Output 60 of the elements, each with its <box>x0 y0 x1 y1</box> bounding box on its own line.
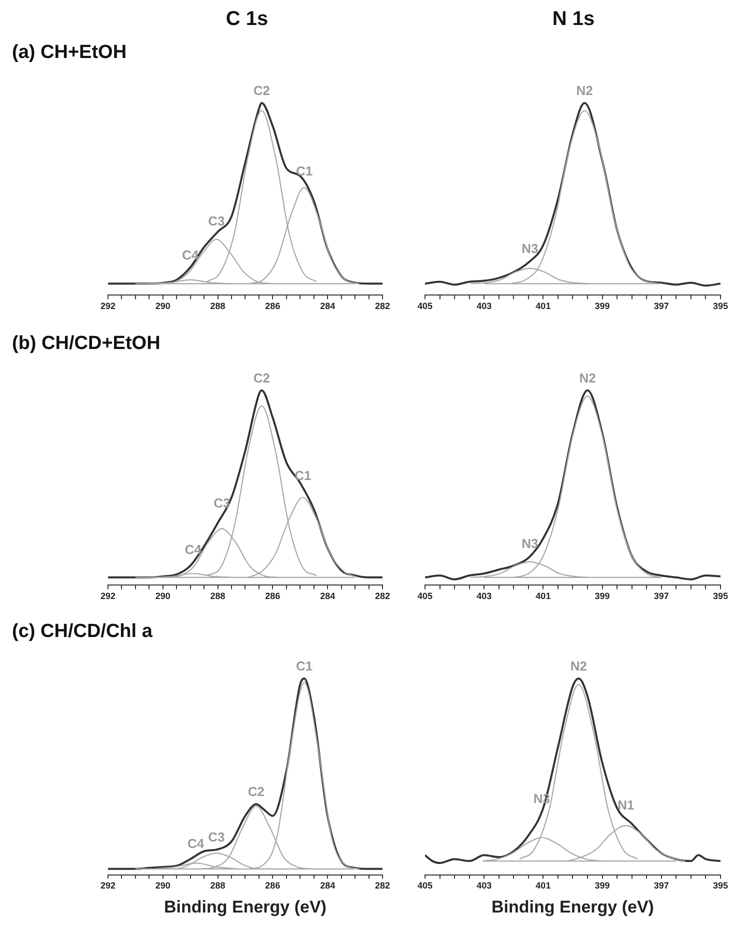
annotation: C3 <box>208 830 225 845</box>
x-tick-label: 397 <box>654 301 669 312</box>
annotation: C1 <box>296 658 313 674</box>
annotation: C4 <box>182 247 200 262</box>
x-tick-label: 290 <box>155 880 170 891</box>
annotation: N3 <box>522 240 538 256</box>
chart-subtitle: (c) CH/CD/Chl a <box>12 621 152 643</box>
x-tick-label: 282 <box>374 301 390 312</box>
annotation: N2 <box>576 83 593 98</box>
x-tick-label: 288 <box>210 591 226 602</box>
x-tick-label: 405 <box>417 591 433 602</box>
x-tick-label: 401 <box>536 301 551 312</box>
x-tick-label: 286 <box>265 301 280 312</box>
x-tick-label: 399 <box>594 301 610 312</box>
annotation: N3 <box>522 536 538 552</box>
annotation: C2 <box>253 83 270 98</box>
annotation: N2 <box>570 658 587 674</box>
x-tick-label: 405 <box>417 301 433 312</box>
annotation: C2 <box>253 370 270 386</box>
x-tick-label: 405 <box>417 880 433 891</box>
annotation: C4 <box>188 836 205 852</box>
x-tick-label: 399 <box>594 591 610 602</box>
annotation: C1 <box>294 468 312 484</box>
x-tick-label: 395 <box>712 880 728 891</box>
x-tick-label: 403 <box>476 591 492 602</box>
x-tick-label: 397 <box>654 880 669 891</box>
x-axis-title: Binding Energy (eV) <box>492 897 654 916</box>
annotation: N1 <box>618 798 634 813</box>
x-tick-label: 292 <box>100 301 116 312</box>
x-axis-title: Binding Energy (eV) <box>164 897 326 916</box>
x-tick-label: 395 <box>712 591 728 602</box>
x-tick-label: 403 <box>476 880 492 891</box>
x-tick-label: 397 <box>654 591 669 602</box>
chart-title: C 1s <box>224 8 270 31</box>
annotation: C2 <box>248 784 265 800</box>
x-tick-label: 401 <box>536 591 551 602</box>
x-tick-label: 282 <box>374 880 390 891</box>
x-tick-label: 399 <box>594 880 610 891</box>
chart-title: N 1s <box>551 8 596 31</box>
x-tick-label: 284 <box>320 591 336 602</box>
x-tick-label: 290 <box>155 591 170 602</box>
x-tick-label: 284 <box>320 880 336 891</box>
x-tick-label: 292 <box>100 880 116 891</box>
x-tick-label: 288 <box>210 880 226 891</box>
x-tick-label: 403 <box>476 301 492 312</box>
x-tick-label: 286 <box>265 880 280 891</box>
x-tick-label: 292 <box>100 591 116 602</box>
x-tick-label: 282 <box>374 591 390 602</box>
x-tick-label: 284 <box>320 301 336 312</box>
chart-subtitle: (b) CH/CD+EtOH <box>12 333 160 355</box>
annotation: C4 <box>184 542 202 557</box>
annotation: C3 <box>208 213 225 228</box>
x-tick-label: 395 <box>712 301 728 312</box>
x-tick-label: 288 <box>210 301 226 312</box>
annotation: N2 <box>579 370 596 386</box>
x-tick-label: 401 <box>536 880 551 891</box>
annotation: C1 <box>296 164 313 179</box>
chart-subtitle: (a) CH+EtOH <box>12 42 127 64</box>
x-tick-label: 286 <box>265 591 280 602</box>
x-tick-label: 290 <box>155 301 170 312</box>
